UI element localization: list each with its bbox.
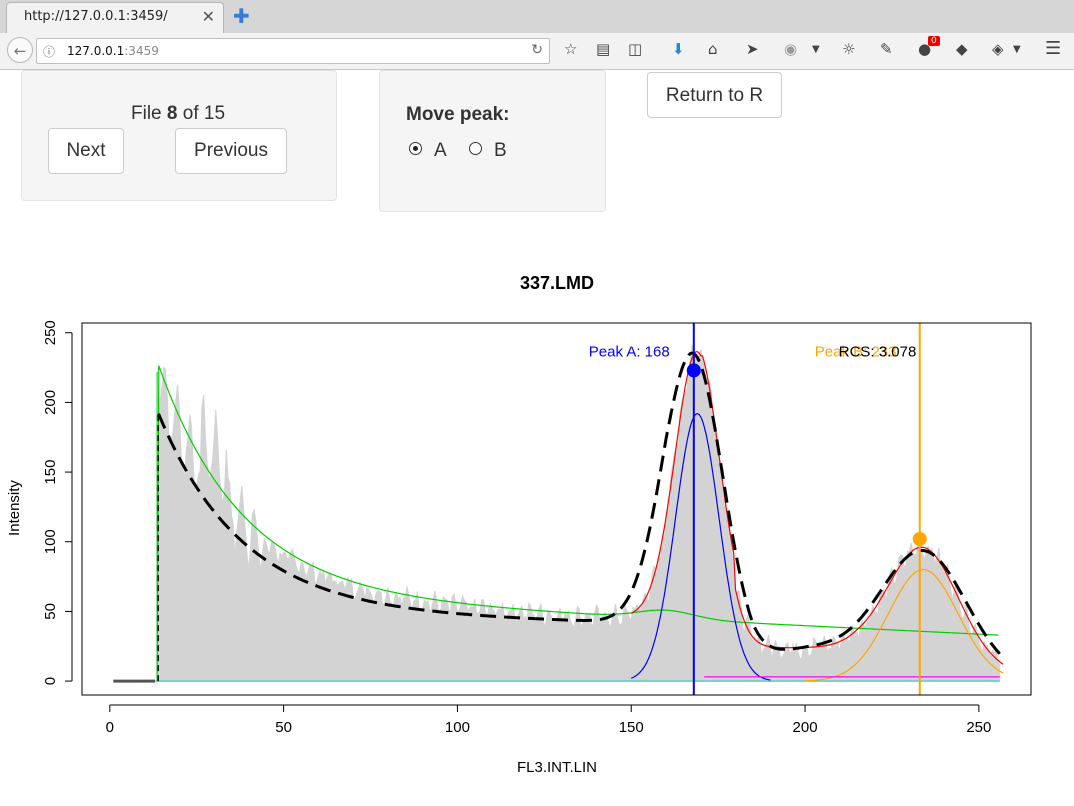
previous-button[interactable]: Previous [175,128,287,174]
peak-markers [686,323,927,695]
y-axis-label: Intensity [6,480,23,536]
x-tick-label: 250 [966,719,991,736]
nav-bar: ← ⓘ 127.0.0.1:3459 ↻ [0,33,1074,70]
y-tick-label: 100 [42,529,59,554]
plot-frame [81,322,1032,696]
peak-b-annotation: Peak B: 233 [815,343,897,360]
y-tick-label: 200 [42,390,59,415]
histogram-area [157,344,1001,682]
spy-icon[interactable]: ◈ [992,40,1004,58]
home-icon[interactable]: ⌂ [708,40,718,58]
reading-list-icon[interactable]: ▤ [596,40,611,58]
y-tick-label: 250 [42,320,59,345]
radio-peak-a-label[interactable]: A [434,140,447,161]
fit-curves [113,350,1004,683]
file-total: 15 [203,103,226,124]
pocket-icon[interactable]: ◫ [628,40,643,58]
bookmark-star-icon[interactable]: ☆ [564,40,578,58]
x-tick-label: 200 [793,719,818,736]
rcs-annotation: RCS: 3.078 [839,343,917,360]
url-host: 127.0.0.1 [67,44,125,58]
x-tick-label: 150 [619,719,644,736]
url-bar[interactable]: ⓘ 127.0.0.1:3459 ↻ [36,38,550,64]
axes: 0 50 100 150 200 250 0 50 100 150 200 250 [42,320,991,736]
file-middle: of [177,103,204,124]
x-tick-label: 50 [275,719,292,736]
move-peak-panel [379,70,606,212]
next-button[interactable]: Next [48,128,124,174]
url-text[interactable]: 127.0.0.1:3459 [67,44,159,58]
radio-peak-b-label[interactable]: B [494,140,507,161]
info-icon[interactable]: ⓘ [43,45,56,59]
peak-a-point [686,363,701,378]
y-tick-label: 0 [42,677,59,685]
close-icon[interactable]: ✕ [201,7,215,26]
adblock-icon[interactable]: ◉ [784,40,798,58]
peak-b-curve [805,568,1004,682]
histogram-plot: 337.LMD 0 50 100 150 200 250 0 50 100 150 200 250 F… [6,273,1032,776]
send-icon[interactable]: ➤ [746,40,759,58]
tab-title: http://127.0.0.1:3459/ [24,9,168,24]
fitted-curve [157,351,1001,655]
chevron-down-icon[interactable]: ▼ [1013,44,1021,55]
notification-icon[interactable]: ● [918,40,932,58]
download-icon[interactable]: ⬇ [672,40,685,58]
tab-bar: http://127.0.0.1:3459/ ✕ ✚ [0,0,1074,34]
extension-icon[interactable]: ☼ [842,40,856,58]
pen-icon[interactable]: ✎ [880,40,893,58]
menu-icon[interactable]: ☰ [1045,38,1062,59]
radio-peak-a[interactable] [409,142,422,155]
new-tab-icon[interactable]: ✚ [233,4,250,28]
notification-badge: 0 [928,36,940,46]
move-peak-title: Move peak: [406,104,510,125]
chart-title: 337.LMD [520,273,594,293]
x-tick-label: 100 [445,719,470,736]
reload-icon[interactable]: ↻ [531,42,543,58]
peak-b-point [912,531,927,546]
file-counter: File 8 of 15 [131,103,225,125]
radio-peak-b[interactable] [469,142,482,155]
chevron-down-icon[interactable]: ▼ [812,44,820,55]
y-tick-label: 50 [42,603,59,620]
x-tick-label: 0 [106,719,114,736]
return-to-r-button[interactable]: Return to R [647,72,782,118]
url-port: :3459 [124,44,159,58]
peak-a-annotation: Peak A: 168 [589,343,670,360]
y-tick-label: 150 [42,460,59,485]
peak-a-curve [630,412,771,681]
file-index: 8 [166,103,178,124]
back-arrow-icon[interactable]: ← [7,37,33,63]
x-axis-label: FL3.INT.LIN [517,759,597,776]
browser-tab[interactable]: http://127.0.0.1:3459/ ✕ [6,2,224,33]
extension-diamond-icon[interactable]: ◆ [956,40,968,58]
file-prefix: File [131,103,167,124]
